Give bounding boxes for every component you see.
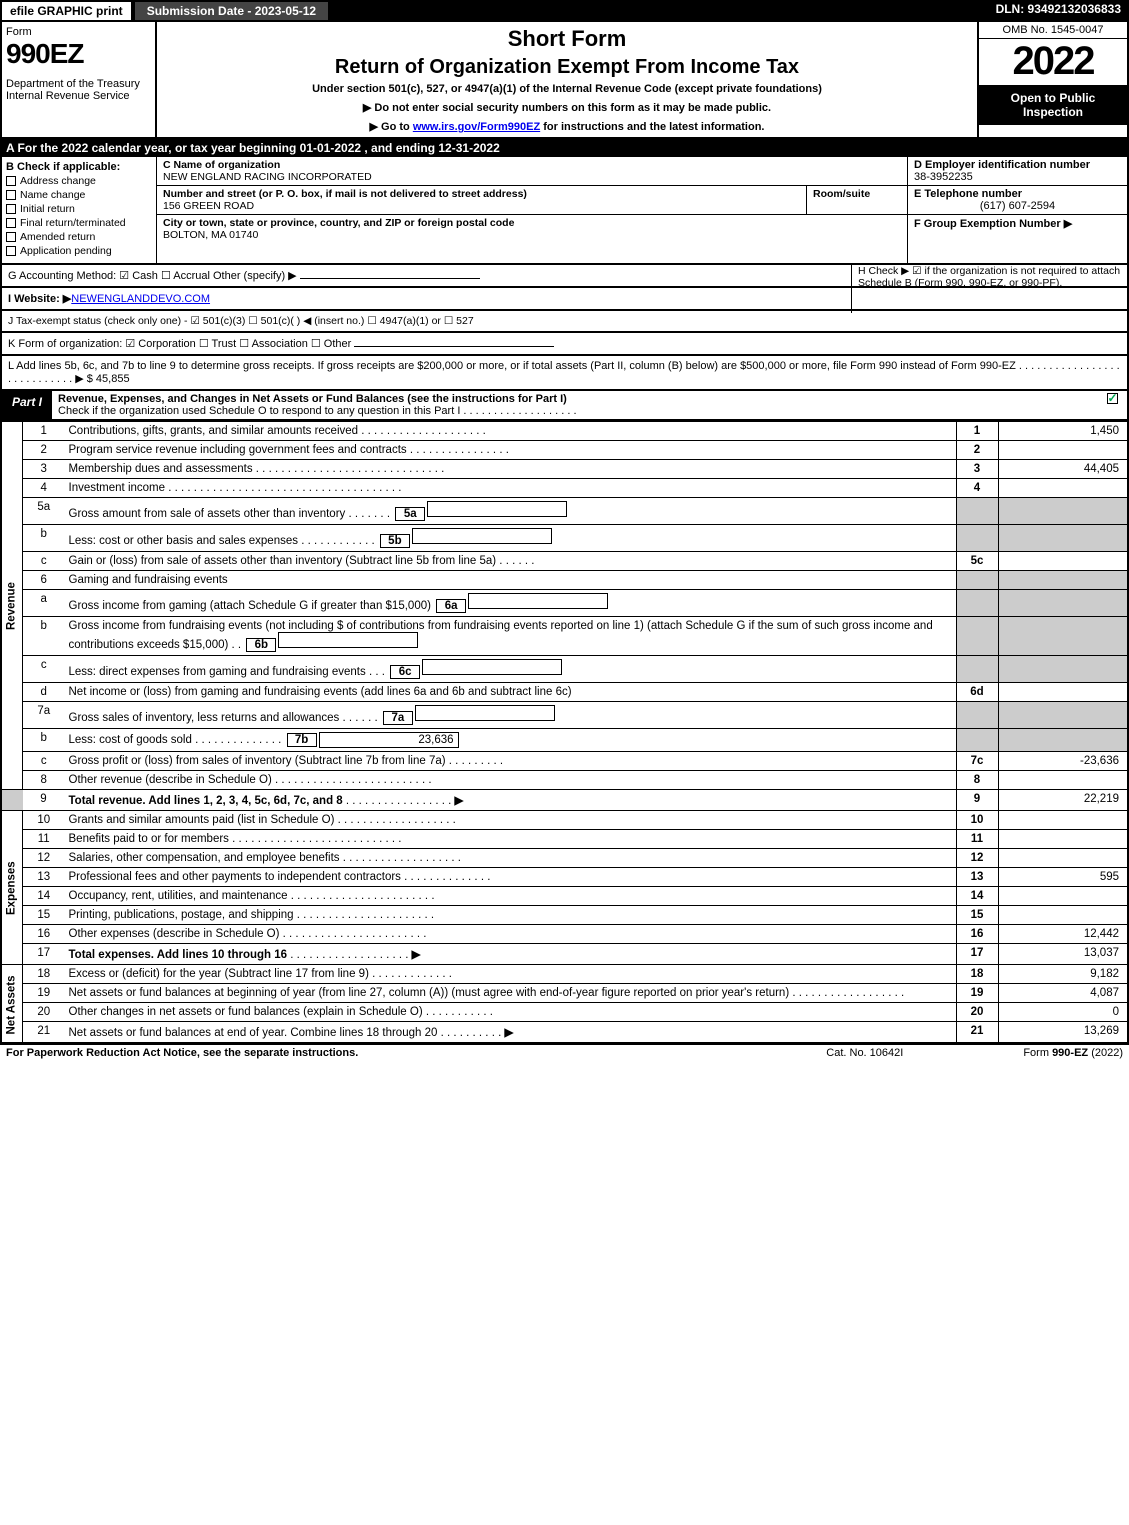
phone: (617) 607-2594 [914, 200, 1121, 212]
check-final[interactable] [6, 218, 16, 228]
expenses-sidelabel: Expenses [1, 811, 23, 965]
column-b: B Check if applicable: Address change Na… [2, 157, 157, 263]
line-18-value: 9,182 [998, 965, 1128, 984]
website-link[interactable]: NEWENGLANDDEVO.COM [71, 293, 210, 305]
part-1-header: Part I Revenue, Expenses, and Changes in… [0, 391, 1129, 421]
form-number: 990EZ [6, 38, 151, 70]
check-address[interactable] [6, 176, 16, 186]
line-16-value: 12,442 [998, 925, 1128, 944]
row-g: G Accounting Method: ☑ Cash ☐ Accrual Ot… [0, 265, 1129, 288]
line-1-value: 1,450 [998, 422, 1128, 441]
bullet-2: ▶ Go to www.irs.gov/Form990EZ for instru… [161, 120, 973, 133]
part-1-table: Revenue 1Contributions, gifts, grants, a… [0, 421, 1129, 1044]
org-name: NEW ENGLAND RACING INCORPORATED [163, 171, 372, 183]
dept-label: Department of the Treasury Internal Reve… [6, 78, 151, 102]
dln: DLN: 93492132036833 [988, 0, 1129, 22]
check-pending[interactable] [6, 246, 16, 256]
row-l: L Add lines 5b, 6c, and 7b to line 9 to … [0, 356, 1129, 391]
column-de: D Employer identification number38-39522… [907, 157, 1127, 263]
check-initial[interactable] [6, 204, 16, 214]
line-13-value: 595 [998, 868, 1128, 887]
row-k: K Form of organization: ☑ Corporation ☐ … [0, 333, 1129, 356]
form-header: Form 990EZ Department of the Treasury In… [0, 22, 1129, 139]
netassets-sidelabel: Net Assets [1, 965, 23, 1044]
row-j: J Tax-exempt status (check only one) - ☑… [0, 311, 1129, 333]
submission-date: Submission Date - 2023-05-12 [133, 0, 330, 22]
form-title: Return of Organization Exempt From Incom… [161, 56, 973, 79]
check-amended[interactable] [6, 232, 16, 242]
irs-link[interactable]: www.irs.gov/Form990EZ [413, 121, 540, 133]
form-subtitle: Under section 501(c), 527, or 4947(a)(1)… [161, 83, 973, 95]
line-20-value: 0 [998, 1003, 1128, 1022]
line-21-value: 13,269 [998, 1022, 1128, 1044]
section-a: A For the 2022 calendar year, or tax yea… [0, 139, 1129, 157]
form-word: Form [6, 26, 151, 38]
line-19-value: 4,087 [998, 984, 1128, 1003]
ein: 38-3952235 [914, 171, 973, 183]
top-bar: efile GRAPHIC print Submission Date - 20… [0, 0, 1129, 22]
info-row: B Check if applicable: Address change Na… [0, 157, 1129, 265]
page-footer: For Paperwork Reduction Act Notice, see … [0, 1044, 1129, 1061]
row-i: I Website: ▶NEWENGLANDDEVO.COM [0, 288, 1129, 311]
short-form-label: Short Form [161, 26, 973, 52]
line-3-value: 44,405 [998, 460, 1128, 479]
omb-number: OMB No. 1545-0047 [979, 22, 1127, 39]
line-7b-value: 23,636 [319, 732, 459, 748]
org-city: BOLTON, MA 01740 [163, 229, 258, 241]
column-c: C Name of organizationNEW ENGLAND RACING… [157, 157, 907, 263]
line-17-value: 13,037 [998, 944, 1128, 965]
efile-label[interactable]: efile GRAPHIC print [0, 0, 133, 22]
check-name[interactable] [6, 190, 16, 200]
line-7c-value: -23,636 [998, 752, 1128, 771]
revenue-sidelabel: Revenue [1, 422, 23, 790]
bullet-1: ▶ Do not enter social security numbers o… [161, 101, 973, 114]
open-inspection: Open to Public Inspection [979, 84, 1127, 125]
org-address: 156 GREEN ROAD [163, 200, 254, 212]
line-9-value: 22,219 [998, 790, 1128, 811]
tax-year: 2022 [979, 39, 1127, 84]
schedule-o-check[interactable] [1107, 393, 1118, 404]
